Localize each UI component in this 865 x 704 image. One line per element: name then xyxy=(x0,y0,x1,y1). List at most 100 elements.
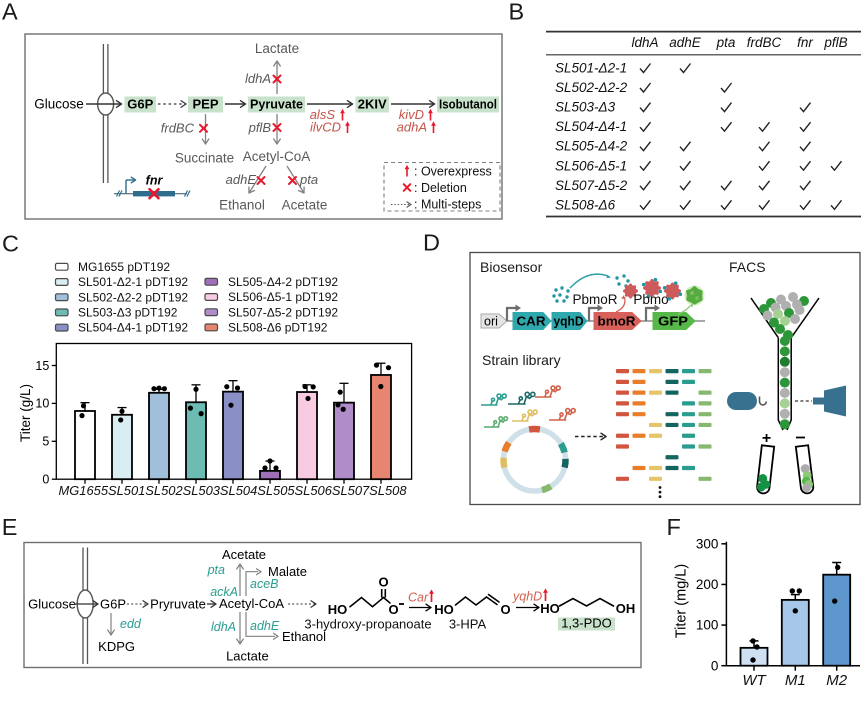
svg-text:M1: M1 xyxy=(785,672,806,689)
svg-text:pta: pta xyxy=(716,35,736,50)
svg-text:: Multi-steps: : Multi-steps xyxy=(414,198,481,212)
svg-text:ldhA: ldhA xyxy=(631,35,658,50)
svg-text:Lactate: Lactate xyxy=(226,649,269,664)
svg-text:Succinate: Succinate xyxy=(175,151,234,166)
svg-text:F: F xyxy=(667,514,681,540)
svg-text:5: 5 xyxy=(42,435,49,449)
svg-text:G6P: G6P xyxy=(100,596,126,611)
svg-text:200: 200 xyxy=(696,577,719,592)
svg-text:MG1655SL501SL502SL503SL504SL50: MG1655SL501SL502SL503SL504SL505SL506SL50… xyxy=(59,483,408,498)
svg-text:Acetate: Acetate xyxy=(282,198,328,213)
svg-text:+: + xyxy=(762,430,771,447)
svg-text:D: D xyxy=(423,230,440,256)
svg-text:ackA: ackA xyxy=(210,585,238,599)
svg-text:SL508-Δ6: SL508-Δ6 xyxy=(555,197,616,212)
svg-text:SL507-Δ5-2: SL507-Δ5-2 xyxy=(555,178,628,193)
svg-text:frdBC: frdBC xyxy=(747,35,782,50)
svg-text:: Deletion: : Deletion xyxy=(414,181,467,195)
svg-text:aceB: aceB xyxy=(250,577,279,591)
svg-text:SL508-Δ6 pDT192: SL508-Δ6 pDT192 xyxy=(228,321,328,335)
svg-text:pta: pta xyxy=(299,172,318,187)
svg-text:SL503-Δ3: SL503-Δ3 xyxy=(555,100,616,115)
svg-text:MG1655 pDT192: MG1655 pDT192 xyxy=(78,260,170,274)
svg-text:PbmoR: PbmoR xyxy=(572,292,617,307)
svg-text:Biosensor: Biosensor xyxy=(480,259,543,275)
svg-text:300: 300 xyxy=(696,536,719,551)
svg-text:Glucose: Glucose xyxy=(28,596,76,611)
svg-text:SL507-Δ5-2 pDT192: SL507-Δ5-2 pDT192 xyxy=(228,305,338,319)
svg-text:HO: HO xyxy=(434,602,454,617)
svg-text:10: 10 xyxy=(35,397,49,411)
svg-text:yqhD: yqhD xyxy=(512,590,542,604)
svg-text:KDPG: KDPG xyxy=(98,639,135,654)
svg-text:B: B xyxy=(509,0,525,25)
svg-text:ilvCD: ilvCD xyxy=(310,120,341,135)
svg-text:Glucose: Glucose xyxy=(34,97,84,112)
svg-text:A: A xyxy=(2,0,18,25)
svg-text:2KIV: 2KIV xyxy=(358,97,387,112)
svg-text:Titer (mg/L): Titer (mg/L) xyxy=(674,564,690,638)
svg-text:1,3-PDO: 1,3-PDO xyxy=(561,616,612,631)
svg-text:Acetate: Acetate xyxy=(222,547,266,562)
svg-text:yqhD: yqhD xyxy=(554,315,584,329)
svg-text:G6P: G6P xyxy=(127,97,153,112)
svg-text:Strain library: Strain library xyxy=(482,352,561,368)
svg-text:SL501-Δ2-1 pDT192: SL501-Δ2-1 pDT192 xyxy=(78,275,188,289)
svg-text:frdBC: frdBC xyxy=(161,121,195,136)
svg-text:SL502-Δ2-2 pDT192: SL502-Δ2-2 pDT192 xyxy=(78,290,188,304)
svg-text:Pyruvate: Pyruvate xyxy=(250,97,303,112)
svg-text:O: O xyxy=(378,575,388,590)
svg-text:pflB: pflB xyxy=(823,35,847,50)
svg-text:bmoR: bmoR xyxy=(598,314,637,329)
svg-text:pflB: pflB xyxy=(248,120,272,135)
svg-text:C: C xyxy=(2,231,19,257)
svg-text:Pbmo: Pbmo xyxy=(633,292,668,307)
svg-text:OH: OH xyxy=(616,601,636,616)
svg-text:ori: ori xyxy=(484,315,498,329)
svg-text:adhE: adhE xyxy=(250,619,280,633)
svg-text:SL503-Δ3 pDT192: SL503-Δ3 pDT192 xyxy=(78,306,178,320)
svg-text:100: 100 xyxy=(696,618,719,633)
svg-text:edd: edd xyxy=(120,617,142,631)
svg-text:HO: HO xyxy=(540,601,560,616)
svg-text:3-hydroxy-propanoate: 3-hydroxy-propanoate xyxy=(304,617,431,632)
svg-text:ldhA: ldhA xyxy=(245,71,271,86)
svg-text:fnr: fnr xyxy=(797,35,813,50)
svg-text:: Overexpress: : Overexpress xyxy=(414,165,492,179)
svg-text:pta: pta xyxy=(207,563,225,577)
svg-text:SL505-Δ4-2 pDT192: SL505-Δ4-2 pDT192 xyxy=(228,275,338,289)
svg-text:Titer (g/L): Titer (g/L) xyxy=(18,384,33,442)
svg-text:O: O xyxy=(388,602,398,617)
svg-text:M2: M2 xyxy=(826,672,847,689)
svg-text:Car: Car xyxy=(408,591,429,605)
svg-text:Lactate: Lactate xyxy=(255,41,299,56)
svg-text:E: E xyxy=(2,514,18,540)
svg-text:SL502-Δ2-2: SL502-Δ2-2 xyxy=(555,80,628,95)
svg-text:0: 0 xyxy=(711,658,719,673)
svg-text:SL504-Δ4-1 pDT192: SL504-Δ4-1 pDT192 xyxy=(78,321,188,335)
svg-text:3-HPA: 3-HPA xyxy=(449,617,487,632)
svg-text:adhE: adhE xyxy=(669,35,702,50)
svg-text:0: 0 xyxy=(42,473,49,487)
svg-text:Acetyl-CoA: Acetyl-CoA xyxy=(243,149,311,164)
svg-text:SL501-Δ2-1: SL501-Δ2-1 xyxy=(555,61,627,76)
svg-text:adhE: adhE xyxy=(226,172,257,187)
svg-text:SL504-Δ4-1: SL504-Δ4-1 xyxy=(555,119,627,134)
svg-text:15: 15 xyxy=(35,359,49,373)
svg-text:adhA: adhA xyxy=(397,120,427,135)
svg-text:ldhA: ldhA xyxy=(211,620,236,634)
svg-text:Isobutanol: Isobutanol xyxy=(439,97,497,112)
svg-text:PEP: PEP xyxy=(192,97,218,112)
svg-text:HO: HO xyxy=(328,602,348,617)
svg-text:SL505-Δ4-2: SL505-Δ4-2 xyxy=(555,139,628,154)
svg-text:SL506-Δ5-1: SL506-Δ5-1 xyxy=(555,158,627,173)
svg-text:CAR: CAR xyxy=(517,314,547,329)
svg-text:WT: WT xyxy=(742,672,767,689)
svg-text:O: O xyxy=(500,602,510,617)
svg-text:Pryruvate: Pryruvate xyxy=(150,596,206,611)
svg-text:SL506-Δ5-1 pDT192: SL506-Δ5-1 pDT192 xyxy=(228,290,338,304)
svg-text:Ethanol: Ethanol xyxy=(219,198,265,213)
svg-text:fnr: fnr xyxy=(146,174,164,188)
svg-text:GFP: GFP xyxy=(658,314,688,329)
svg-text:FACS: FACS xyxy=(729,259,766,275)
